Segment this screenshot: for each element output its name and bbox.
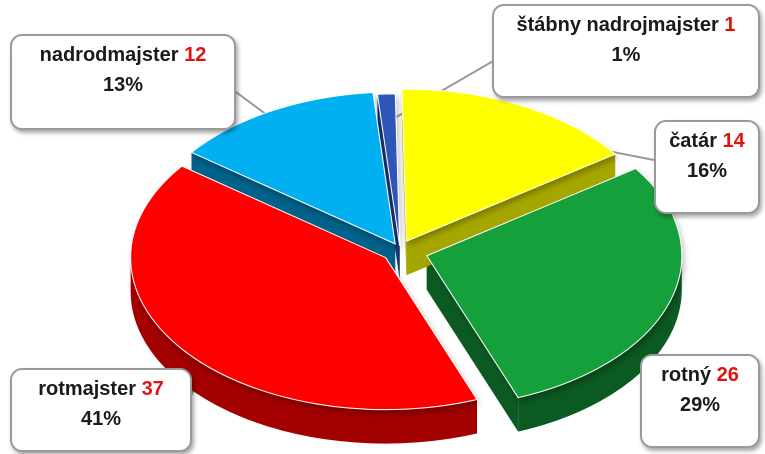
slice-face-rotny [426,255,519,432]
slice-face-stabny-nadrojmajster [377,94,400,280]
slice-count: 14 [722,130,745,152]
slice-percent: 41% [80,408,122,430]
slice-label-nadrodmajster: nadrodmajster 12 13% [10,34,236,130]
slice-catar [401,88,617,243]
slice-label-rotmajster: rotmajster 37 41% [10,368,192,452]
slice-rotmajster [130,165,478,411]
slice-count: 26 [716,364,739,386]
slice-label-rotny: rotný 26 29% [640,354,760,448]
slice-stabny-nadrojmajster [376,93,401,246]
slice-name: nadrodmajster [39,44,179,66]
slice-name: štábny nadrojmajster [516,14,719,36]
slice-name: rotný [661,364,712,386]
slice-label-catar: čatár 14 16% [654,120,760,214]
slice-count: 12 [184,44,207,66]
slice-percent: 13% [102,74,144,96]
slice-percent: 29% [679,394,721,416]
slice-side-rotny [518,255,682,432]
slice-name: čatár [669,130,717,152]
slice-side-rotmajster [130,257,478,444]
slice-count: 37 [141,378,164,400]
slice-tops [130,88,683,411]
slice-name: rotmajster [38,378,136,400]
slice-label-stabny-nadrojmajster: štábny nadrojmajster 1 1% [492,4,760,98]
slice-percent: 16% [686,160,728,182]
slice-count: 1 [724,14,736,36]
slice-percent: 1% [611,44,641,66]
slice-nadrodmajster [190,91,396,245]
